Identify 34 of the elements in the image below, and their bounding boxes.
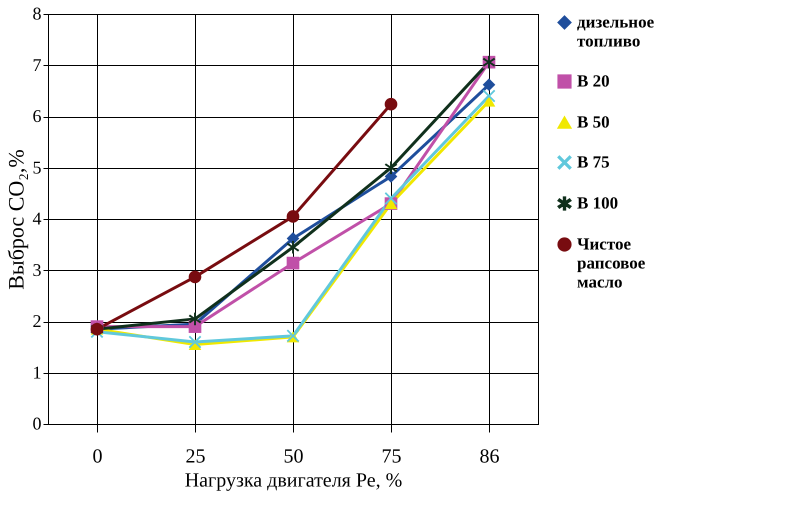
y-tick-label: 6 [32, 106, 42, 126]
point [384, 192, 398, 205]
y-tick-label: 1 [32, 362, 42, 382]
x-tick-label: 50 [284, 446, 304, 468]
point [188, 312, 202, 326]
legend-label: В 50 [577, 112, 610, 132]
y-tick-label: 3 [32, 260, 42, 280]
legend-label: В 100 [577, 194, 618, 212]
x-tick-label: 86 [480, 446, 500, 468]
point [482, 96, 496, 107]
x-axis-title: Нагрузка двигателя Ре, % [184, 470, 402, 492]
y-tick-label: 0 [32, 414, 42, 434]
y-axis-title: Выброс CO₂,% [4, 149, 28, 290]
point [384, 98, 398, 111]
y-tick-label: 4 [32, 208, 42, 228]
legend-label: В 20 [577, 72, 610, 90]
x-tick-label: 75 [382, 446, 402, 468]
legend-label: дизельное топливо [577, 12, 655, 50]
y-tick-label: 5 [32, 157, 42, 178]
point [286, 256, 300, 270]
y-tick-label: 8 [32, 4, 42, 24]
y-tick-label: 7 [32, 54, 42, 75]
x-tick-label: 25 [186, 446, 206, 468]
point [188, 336, 202, 348]
point [384, 161, 398, 174]
legend-label: В 75 [577, 152, 610, 172]
y-tick-label: 2 [32, 311, 42, 331]
point [286, 210, 300, 223]
legend-label: Чистое рапсовое масло [577, 234, 646, 292]
point [286, 240, 300, 254]
point [482, 78, 496, 92]
point [188, 270, 202, 284]
x-tick-label: 0 [92, 446, 102, 468]
point [482, 90, 496, 102]
